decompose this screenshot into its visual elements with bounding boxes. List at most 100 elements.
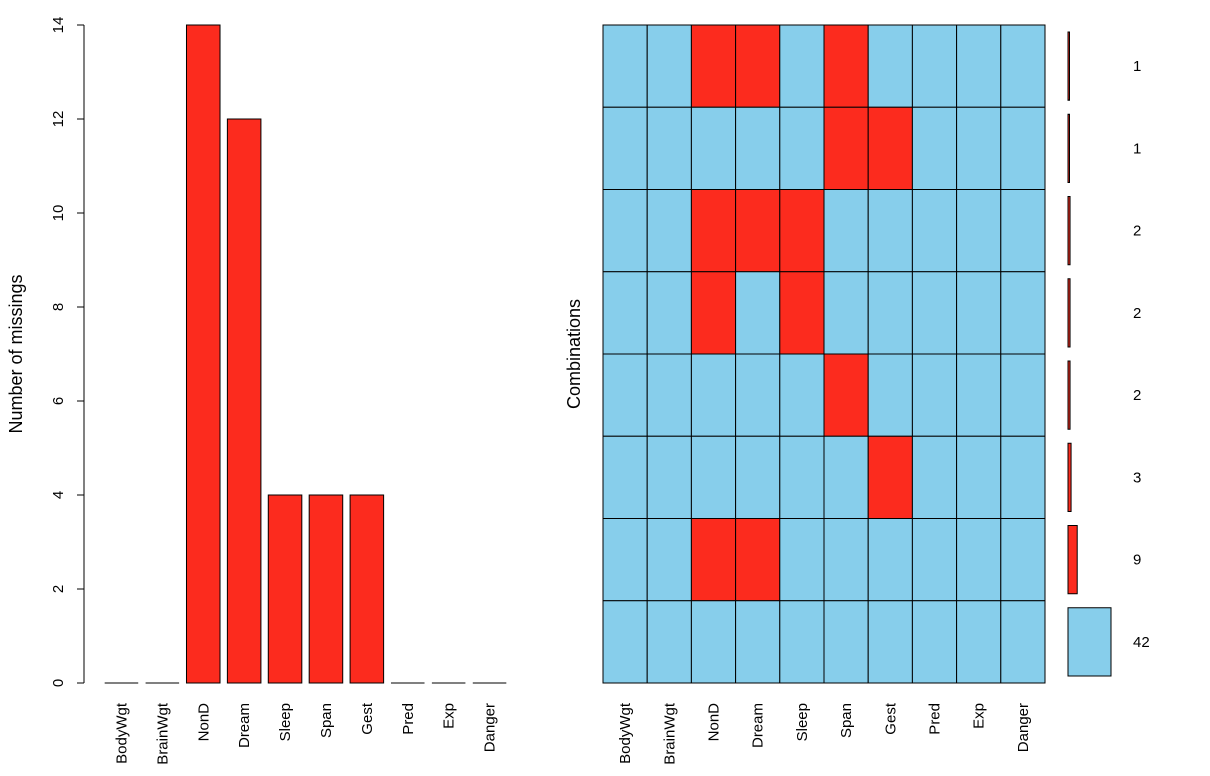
x-tick-label: BrainWgt [661,702,678,765]
combination-cell [956,435,1002,519]
combination-cell [646,189,692,273]
combination-cell [956,106,1002,190]
x-tick-label: NonD [195,703,212,742]
combination-cell [867,106,913,190]
combination-cell [1000,24,1046,108]
y-tick-label: 0 [50,679,67,687]
frequency-bar [1067,196,1071,266]
x-tick-label: Dream [750,703,767,748]
combination-cell [735,600,781,684]
y-axis-label: Combinations [564,299,584,409]
combination-cell [690,518,737,602]
combination-cell [867,271,913,355]
combination-cell [823,353,869,437]
combination-cell [956,518,1002,602]
combination-cell [956,24,1002,108]
x-tick-label: NonD [706,703,723,742]
x-tick-label: Gest [359,702,376,735]
combination-cell [690,435,737,519]
combination-count: 3 [1133,469,1141,486]
combination-cell [602,24,648,108]
frequency-bar [1067,360,1071,430]
combination-cell [911,600,958,684]
x-tick-label: BodyWgt [113,702,130,764]
combination-cell [1000,353,1046,437]
combination-cell [911,24,958,108]
combination-count: 9 [1133,552,1141,569]
x-tick-labels: BodyWgt BrainWgt NonD Dream Sleep Span Gest Pre… [617,702,1032,765]
combination-cell [1000,106,1046,190]
combination-cell [690,189,737,273]
missing-combinations-plot: 1 1 2 2 2 3 9 42 BodyWgt BrainWgt NonD Dream Sleep S… [564,24,1150,765]
combination-cell [1000,435,1046,519]
frequency-bar [1067,113,1070,183]
combination-cell [690,24,737,108]
combination-cell [911,353,958,437]
combination-cell [779,353,825,437]
combination-cell [779,106,825,190]
combination-cell [779,600,825,684]
combination-cell [779,518,825,602]
frequency-bar [1067,442,1072,512]
x-tick-label: Gest [882,702,899,735]
bar [308,494,344,684]
combination-cell [602,271,648,355]
x-tick-label: Pred [927,703,944,735]
frequency-bar [1067,31,1070,101]
combination-cell [1000,518,1046,602]
x-tick-labels: BodyWgt BrainWgt NonD Dream Sleep Span Gest Pre… [113,702,498,765]
bar [185,24,221,684]
combination-count: 1 [1133,58,1141,75]
combination-cell [1000,271,1046,355]
combination-count: 1 [1133,140,1141,157]
x-tick-label: Danger [1015,703,1032,752]
frequency-bar [1067,607,1112,677]
y-tick-label: 14 [50,17,67,34]
combination-cell [956,600,1002,684]
combination-cell [735,24,781,108]
x-tick-label: Span [318,703,335,738]
combination-cell [911,271,958,355]
y-tick-label: 2 [50,585,67,593]
combination-cell [735,189,781,273]
y-tick-label: 6 [50,397,67,405]
combination-cell [867,24,913,108]
combination-cell [779,271,825,355]
frequency-bar [1067,278,1071,348]
combination-count-labels: 1 1 2 2 2 3 9 42 [1133,58,1150,651]
combination-cell [823,518,869,602]
x-tick-label: BrainWgt [154,702,171,765]
combination-cell [735,353,781,437]
combination-cell [911,106,958,190]
combination-cell [779,189,825,273]
combination-cell [867,518,913,602]
combination-cell [735,435,781,519]
combination-cell [646,353,692,437]
combination-cell [779,24,825,108]
x-tick-label: Pred [400,703,417,735]
combination-cell [602,189,648,273]
combination-cell [823,189,869,273]
bar [349,494,385,684]
x-tick-label: Danger [482,703,499,752]
y-tick-label: 4 [50,491,67,499]
bar [226,118,262,684]
y-axis: 0 2 4 6 8 10 12 14 [50,17,85,687]
combination-cell [735,271,781,355]
combination-count: 2 [1133,387,1141,404]
combination-cell [602,518,648,602]
combination-cell [823,106,869,190]
combination-cell [735,106,781,190]
combination-count: 2 [1133,223,1141,240]
combination-cell [646,518,692,602]
combination-cell [646,435,692,519]
combination-cell [646,106,692,190]
combination-cell [867,600,913,684]
x-tick-label: Sleep [277,703,294,741]
combination-frequency-bars [1067,31,1112,677]
combination-cell [911,189,958,273]
missing-counts-barplot: 0 2 4 6 8 10 12 14 BodyWgt BrainWgt NonD Dream Slee… [6,17,507,765]
combination-cell [602,600,648,684]
combination-cell [911,435,958,519]
x-tick-label: Exp [971,703,988,729]
